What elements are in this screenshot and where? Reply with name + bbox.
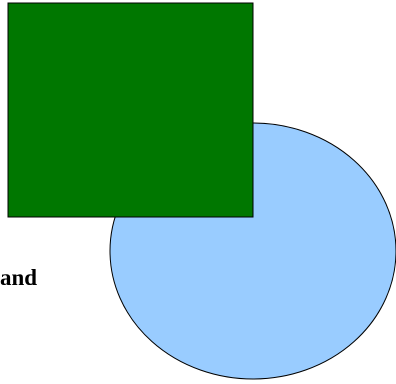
partial-text-label: and <box>0 265 37 290</box>
green-rectangle-shape <box>7 2 254 218</box>
